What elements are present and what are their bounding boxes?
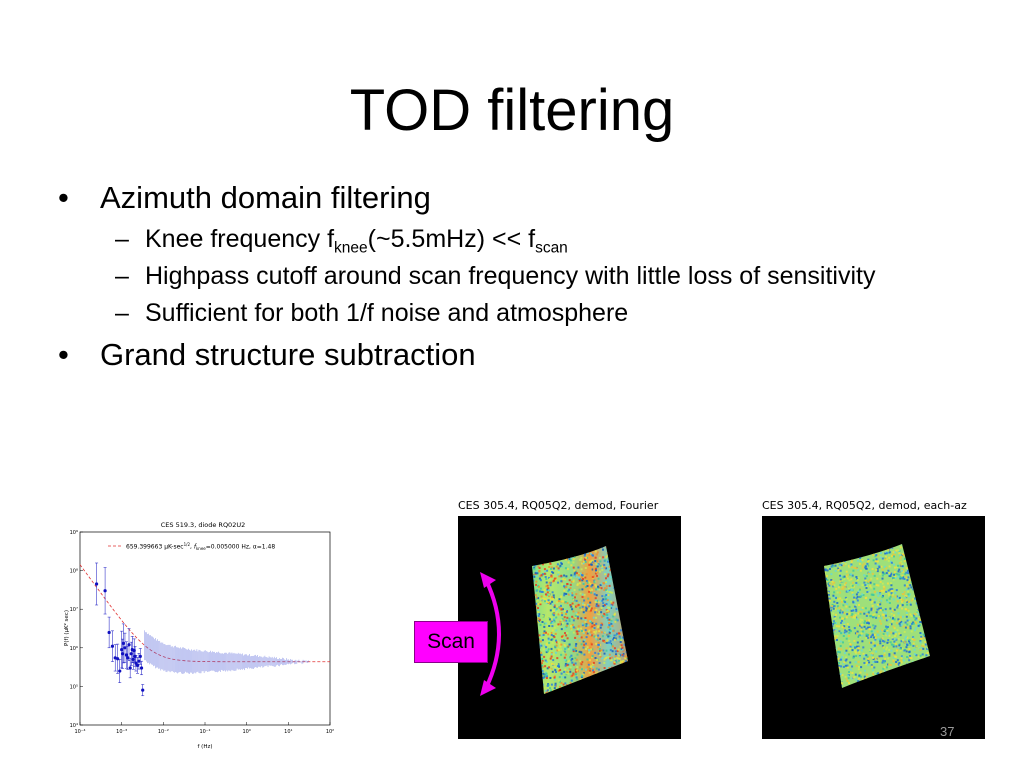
bullet-text: Grand structure subtraction <box>100 337 476 372</box>
data-point <box>113 644 117 672</box>
data-point <box>94 562 99 606</box>
data-point <box>128 657 132 679</box>
bullet-icon: • <box>58 337 69 372</box>
slide-title: TOD filtering <box>349 78 675 143</box>
scan-direction-arrow-icon <box>480 572 501 696</box>
map-right-image <box>762 516 985 739</box>
dash-icon: – <box>115 262 129 290</box>
data-point <box>135 657 140 674</box>
chart-title: CES 519.3, diode RQ02U2 <box>161 521 245 529</box>
y-tick-label: 10⁶ <box>70 646 78 652</box>
plot-area <box>79 531 331 726</box>
data-point <box>134 655 138 672</box>
y-tick-label: 10⁹ <box>70 530 78 536</box>
y-axis-label: P(f) (μK² sec) <box>63 610 70 646</box>
x-tick-label: 10² <box>326 729 334 735</box>
each-az-map <box>824 544 930 688</box>
x-tick-label: 10⁻⁴ <box>74 729 85 735</box>
x-tick-label: 10⁻³ <box>116 729 127 735</box>
data-point <box>138 648 142 665</box>
map-right-title: CES 305.4, RQ05Q2, demod, each-az <box>762 499 967 512</box>
scan-label: Scan <box>414 621 488 663</box>
data-point <box>123 632 127 663</box>
y-tick-label: 10⁴ <box>70 723 78 729</box>
sub-bullet-text: Highpass cutoff around scan frequency wi… <box>145 262 876 290</box>
data-point <box>121 623 125 664</box>
x-tick-label: 10⁰ <box>242 729 250 735</box>
sub-bullet-item: – Sufficient for both 1/f noise and atmo… <box>58 298 958 329</box>
bullet-list: • Azimuth domain filtering – Knee freque… <box>58 178 958 381</box>
dash-icon: – <box>115 299 129 327</box>
data-point <box>116 643 120 674</box>
data-point <box>110 630 115 662</box>
data-point <box>139 660 144 676</box>
chart-legend: 659.399663 μK-sec1/2, fknee=0.005000 Hz,… <box>108 542 275 551</box>
sub-bullet-text: Knee frequency fknee(~5.5mHz) << fscan <box>145 225 568 257</box>
x-tick-label: 10⁻¹ <box>199 729 210 735</box>
x-tick-label: 10¹ <box>284 729 292 735</box>
data-point <box>118 659 122 683</box>
x-axis-label: f (Hz) <box>198 744 213 750</box>
bullet-item: • Azimuth domain filtering <box>58 178 958 218</box>
sub-bullet-text: Sufficient for both 1/f noise and atmosp… <box>145 299 629 327</box>
page-number: 37 <box>940 724 955 739</box>
noise-spectrum-chart: CES 519.3, diode RQ02U2 10⁻⁴ 10⁻³ 10⁻² 10⁻¹… <box>63 521 334 750</box>
noise-spectrum-plot: CES 519.3, diode RQ02U2 10⁻⁴ 10⁻³ 10⁻² 10⁻¹… <box>60 518 342 752</box>
legend-label: 659.399663 μK-sec1/2, fknee=0.005000 Hz,… <box>126 542 275 551</box>
data-point <box>107 616 111 649</box>
sub-bullet-item: – Knee frequency fknee(~5.5mHz) << fscan <box>58 224 958 257</box>
dash-icon: – <box>115 225 129 253</box>
x-tick-label: 10⁻² <box>158 729 169 735</box>
sub-bullet-item: – Highpass cutoff around scan frequency … <box>58 261 958 292</box>
y-tick-label: 10⁷ <box>70 607 78 613</box>
bullet-text: Azimuth domain filtering <box>100 180 431 215</box>
bullet-item: • Grand structure subtraction <box>58 335 958 375</box>
bullet-icon: • <box>58 180 69 215</box>
data-point <box>103 567 107 615</box>
data-point <box>126 645 130 670</box>
y-tick-label: 10⁵ <box>70 684 78 690</box>
data-point <box>141 684 145 697</box>
map-left-title: CES 305.4, RQ05Q2, demod, Fourier <box>458 499 659 512</box>
fourier-map <box>532 546 628 694</box>
y-tick-label: 10⁸ <box>70 569 78 575</box>
map-left-image <box>458 516 681 739</box>
